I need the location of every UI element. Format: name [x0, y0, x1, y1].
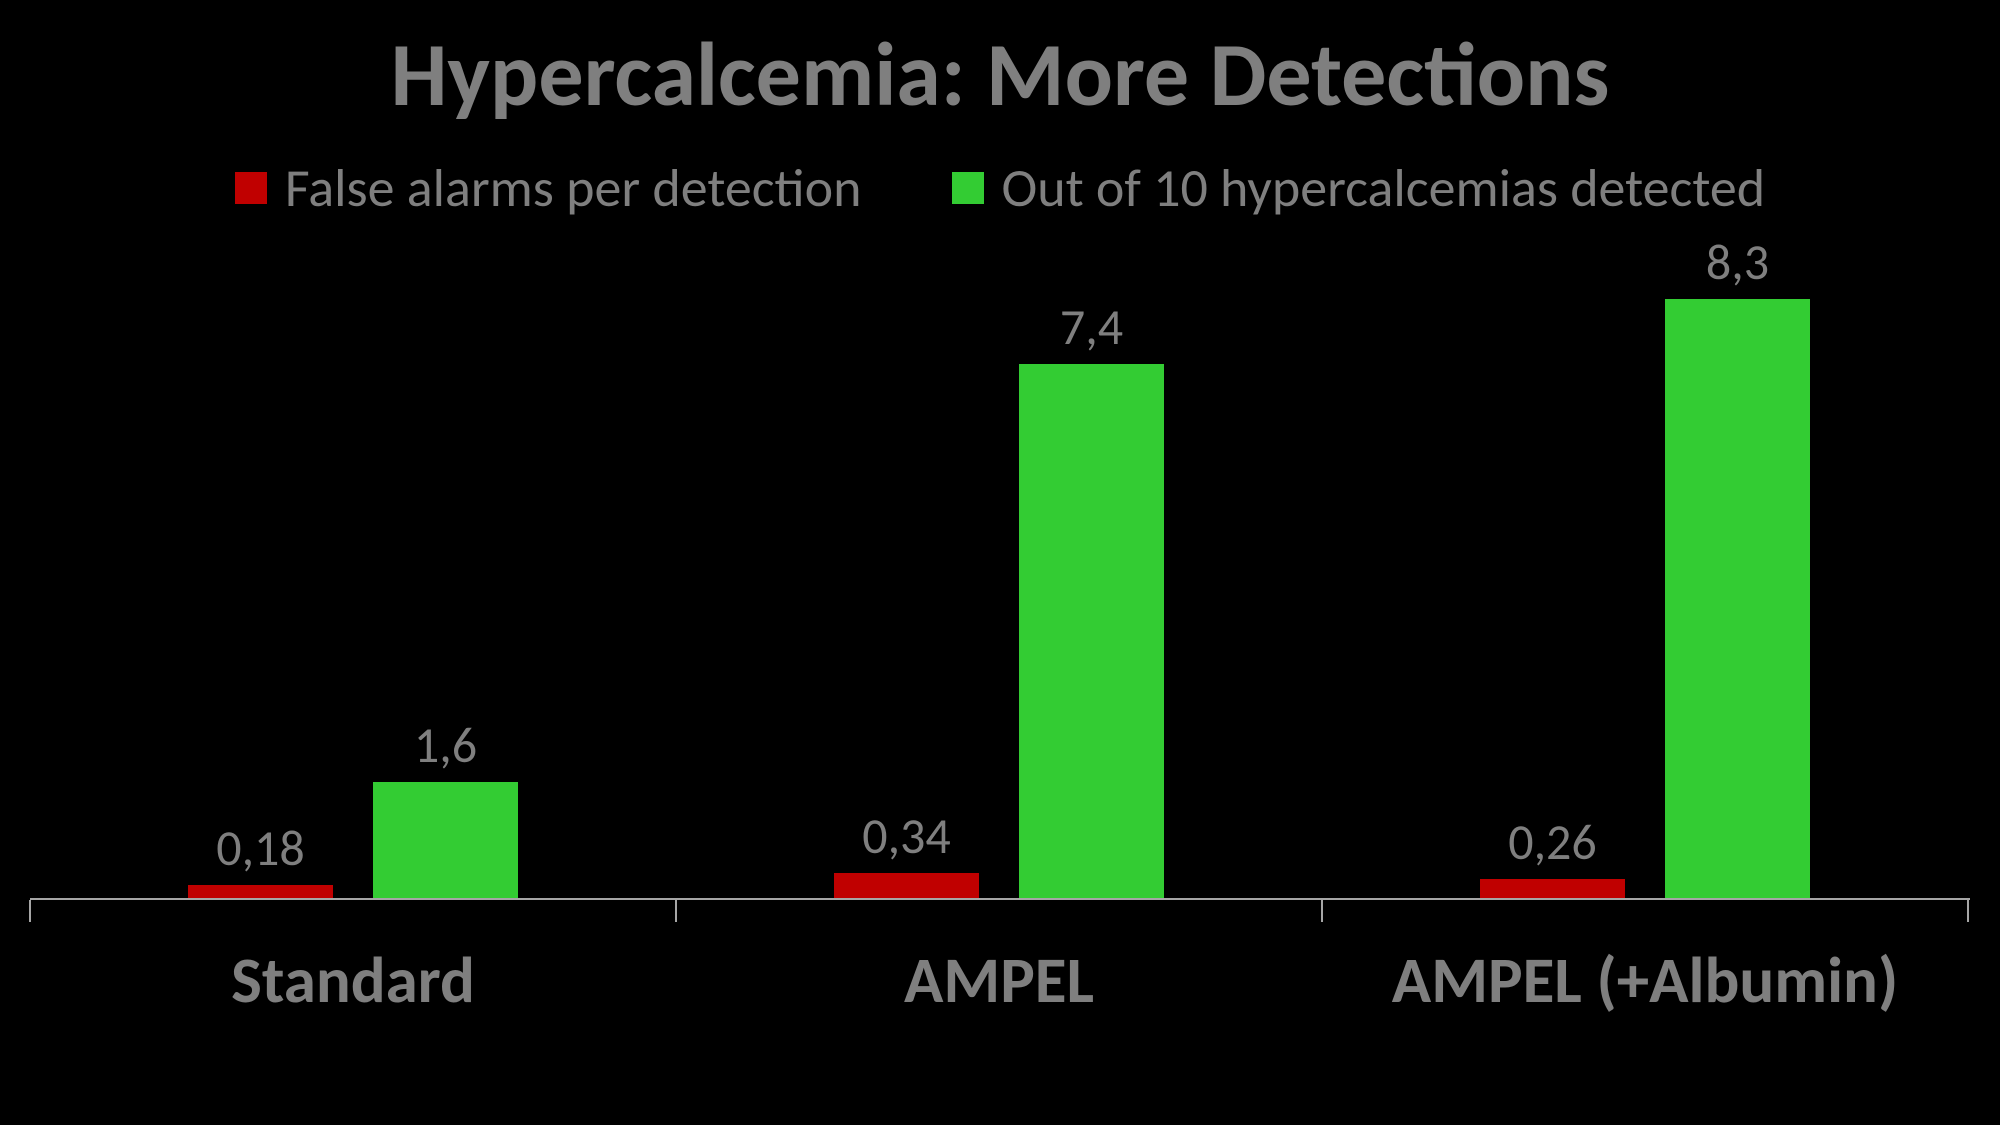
- tick: [29, 900, 31, 922]
- legend-swatch-red: [235, 172, 267, 204]
- x-axis: [30, 898, 1970, 900]
- tick: [675, 900, 677, 922]
- category-label: AMPEL: [904, 941, 1094, 1020]
- data-label: 0,18: [216, 818, 305, 879]
- bar: [834, 873, 979, 898]
- data-label: 1,6: [414, 715, 477, 776]
- data-label: 0,34: [862, 806, 951, 867]
- data-label: 7,4: [1060, 297, 1123, 358]
- data-label: 8,3: [1706, 232, 1769, 293]
- category-label: Standard: [231, 941, 475, 1020]
- bar: [1665, 299, 1810, 898]
- category-label: AMPEL (+Albumin): [1392, 941, 1898, 1020]
- legend-label: Out of 10 hypercalcemias detected: [1002, 155, 1766, 221]
- bar: [1019, 364, 1164, 898]
- plot-area: 0,181,6Standard0,347,4AMPEL0,268,3AMPEL …: [30, 250, 1970, 900]
- chart-title: Hypercalcemia: More Detections: [0, 20, 2000, 130]
- legend-item: Out of 10 hypercalcemias detected: [952, 155, 1766, 221]
- bar: [1480, 879, 1625, 898]
- tick: [1967, 900, 1969, 922]
- legend-item: False alarms per detection: [235, 155, 862, 221]
- legend-swatch-green: [952, 172, 984, 204]
- data-label: 0,26: [1508, 812, 1597, 873]
- legend: False alarms per detection Out of 10 hyp…: [0, 155, 2000, 221]
- bar: [188, 885, 333, 898]
- legend-label: False alarms per detection: [285, 155, 862, 221]
- tick: [1321, 900, 1323, 922]
- bar: [373, 782, 518, 898]
